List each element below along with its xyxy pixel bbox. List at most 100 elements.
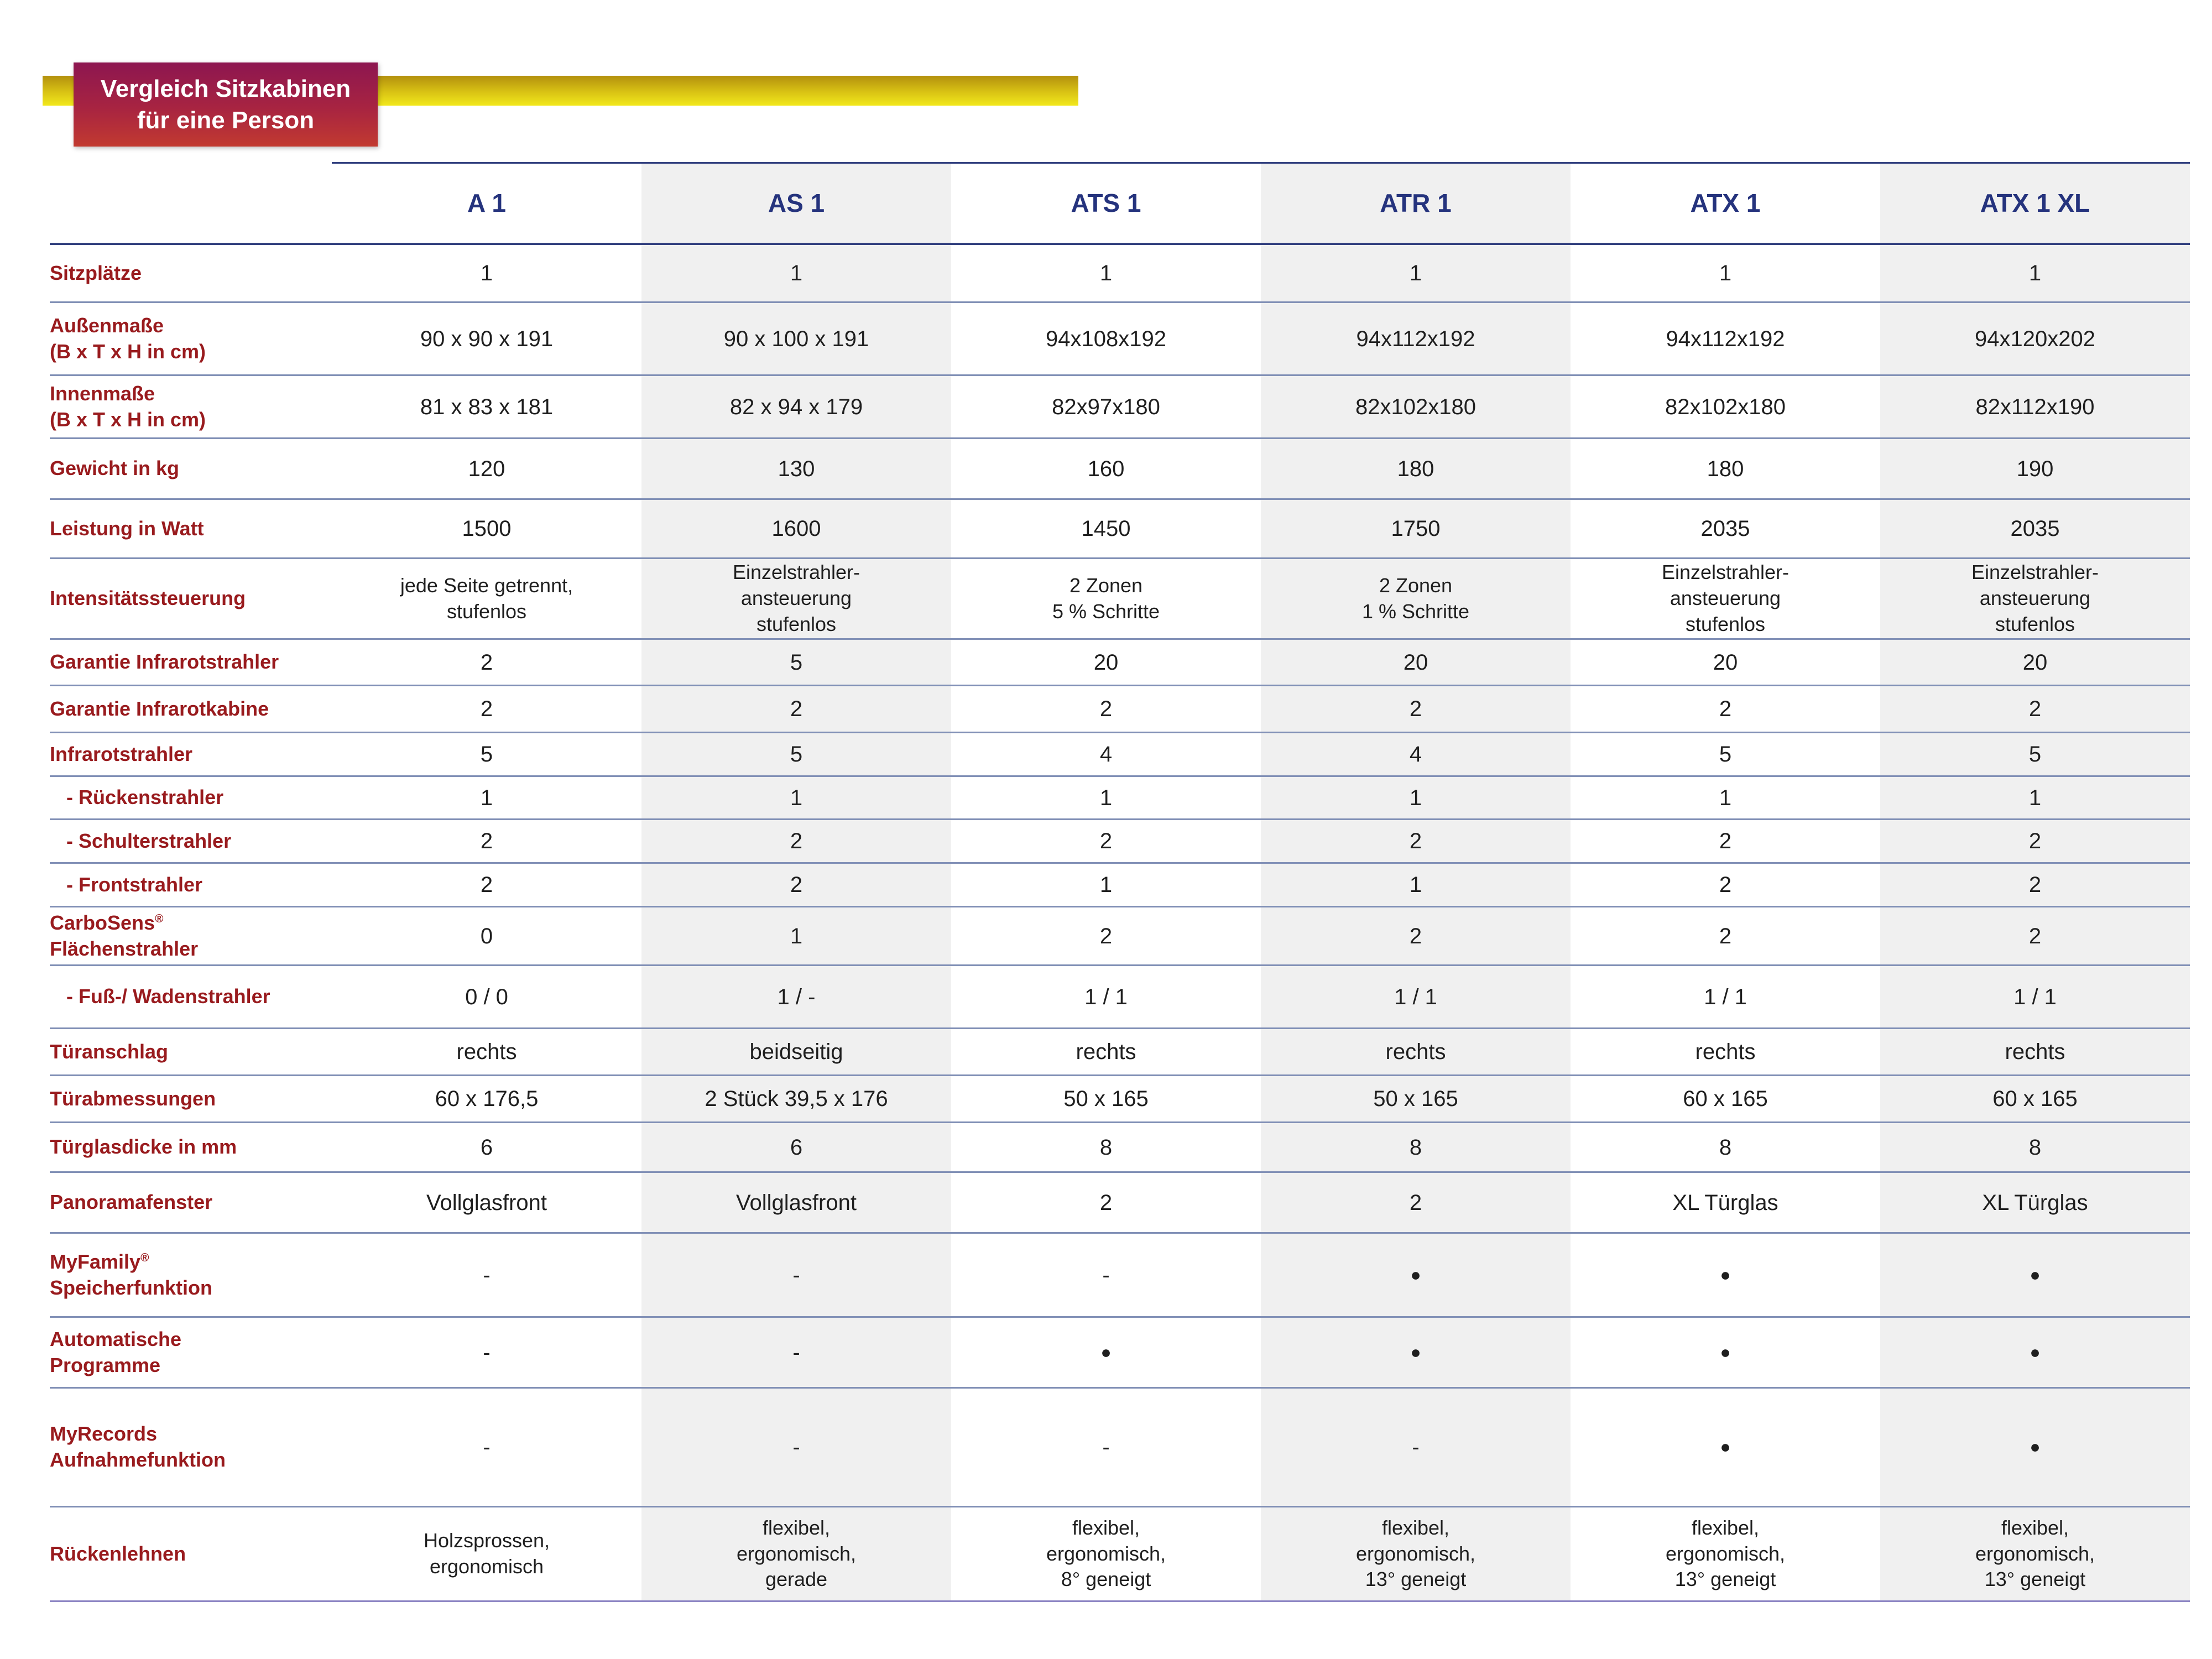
cell: 82 x 94 x 179 — [641, 376, 951, 439]
cell: 1 / - — [641, 966, 951, 1029]
cell: flexibel, ergonomisch, 8° geneigt — [951, 1507, 1261, 1602]
cell: Holzsprossen, ergonomisch — [332, 1507, 641, 1602]
cell: 1450 — [951, 500, 1261, 559]
page-title-line2: für eine Person — [137, 107, 315, 134]
cell: rechts — [332, 1029, 641, 1076]
cell: 2 — [641, 820, 951, 864]
cell: 90 x 100 x 191 — [641, 303, 951, 376]
cell: 1 — [641, 777, 951, 820]
cell: ● — [1261, 1234, 1571, 1318]
cell: 6 — [641, 1123, 951, 1173]
cell: flexibel, ergonomisch, gerade — [641, 1507, 951, 1602]
cell: 1 — [951, 245, 1261, 303]
cell: 1 — [332, 245, 641, 303]
cell: 82x112x190 — [1880, 376, 2190, 439]
row-label: Infrarotstrahler — [50, 733, 332, 777]
cell: 94x112x192 — [1261, 303, 1571, 376]
cell: 8 — [951, 1123, 1261, 1173]
cell: 82x102x180 — [1261, 376, 1571, 439]
cell: 50 x 165 — [1261, 1076, 1571, 1123]
cell: 60 x 165 — [1880, 1076, 2190, 1123]
column-header: ATX 1 — [1571, 162, 1880, 245]
cell: 2 — [951, 820, 1261, 864]
cell: 1 / 1 — [1880, 966, 2190, 1029]
cell: 2035 — [1571, 500, 1880, 559]
cell: 0 — [332, 907, 641, 966]
cell: ● — [1880, 1318, 2190, 1389]
page-title: Vergleich Sitzkabinen für eine Person — [74, 62, 378, 147]
cell: 2 — [1261, 686, 1571, 733]
cell: flexibel, ergonomisch, 13° geneigt — [1571, 1507, 1880, 1602]
cell: 0 / 0 — [332, 966, 641, 1029]
cell: 20 — [1261, 640, 1571, 686]
cell: 1 — [332, 777, 641, 820]
cell: - — [951, 1389, 1261, 1507]
column-header: ATS 1 — [951, 162, 1261, 245]
cell: jede Seite getrennt, stufenlos — [332, 559, 641, 640]
cell: 82x97x180 — [951, 376, 1261, 439]
row-label: Leistung in Watt — [50, 500, 332, 559]
cell: 2 Stück 39,5 x 176 — [641, 1076, 951, 1123]
cell: 20 — [1880, 640, 2190, 686]
cell: 1 — [641, 907, 951, 966]
cell: 2 — [1571, 686, 1880, 733]
cell: 1 — [641, 245, 951, 303]
cell: 81 x 83 x 181 — [332, 376, 641, 439]
row-label: - Schulterstrahler — [50, 820, 332, 864]
cell: 1750 — [1261, 500, 1571, 559]
cell: 2 — [1880, 864, 2190, 907]
cell: - — [641, 1389, 951, 1507]
cell: 8 — [1880, 1123, 2190, 1173]
cell: 2 — [641, 864, 951, 907]
cell: 8 — [1571, 1123, 1880, 1173]
cell: ● — [1571, 1318, 1880, 1389]
cell: ● — [1880, 1234, 2190, 1318]
cell: 1 — [1571, 777, 1880, 820]
row-label: Gewicht in kg — [50, 439, 332, 500]
row-label: Türabmessungen — [50, 1076, 332, 1123]
cell: 1 — [951, 864, 1261, 907]
cell: 2 — [1261, 1173, 1571, 1234]
cell: rechts — [1571, 1029, 1880, 1076]
row-label: Automatische Programme — [50, 1318, 332, 1389]
cell: 2 Zonen 5 % Schritte — [951, 559, 1261, 640]
cell: 1 — [1261, 777, 1571, 820]
cell: 50 x 165 — [951, 1076, 1261, 1123]
cell: 1 — [1261, 864, 1571, 907]
cell: 94x120x202 — [1880, 303, 2190, 376]
cell: 1 — [1880, 777, 2190, 820]
cell: flexibel, ergonomisch, 13° geneigt — [1880, 1507, 2190, 1602]
row-label: Garantie Infrarotkabine — [50, 686, 332, 733]
cell: - — [1261, 1389, 1571, 1507]
cell: XL Türglas — [1571, 1173, 1880, 1234]
cell: 4 — [951, 733, 1261, 777]
row-label: Rückenlehnen — [50, 1507, 332, 1602]
column-header: A 1 — [332, 162, 641, 245]
cell: 5 — [1880, 733, 2190, 777]
cell: - — [332, 1389, 641, 1507]
cell: 2 — [1261, 820, 1571, 864]
cell: 2 — [1571, 864, 1880, 907]
column-header: ATX 1 XL — [1880, 162, 2190, 245]
cell: 1500 — [332, 500, 641, 559]
cell: 60 x 165 — [1571, 1076, 1880, 1123]
cell: 2 — [332, 820, 641, 864]
cell: 60 x 176,5 — [332, 1076, 641, 1123]
cell: rechts — [1880, 1029, 2190, 1076]
cell: 120 — [332, 439, 641, 500]
cell: 1600 — [641, 500, 951, 559]
cell: flexibel, ergonomisch, 13° geneigt — [1261, 1507, 1571, 1602]
cell: ● — [1880, 1389, 2190, 1507]
row-label: Intensitätssteuerung — [50, 559, 332, 640]
cell: rechts — [951, 1029, 1261, 1076]
cell: rechts — [1261, 1029, 1571, 1076]
cell: 180 — [1571, 439, 1880, 500]
column-header: AS 1 — [641, 162, 951, 245]
cell: - — [332, 1234, 641, 1318]
cell: Vollglasfront — [641, 1173, 951, 1234]
cell: 1 — [1571, 245, 1880, 303]
cell: 20 — [951, 640, 1261, 686]
cell: 4 — [1261, 733, 1571, 777]
cell: 1 — [951, 777, 1261, 820]
cell: 2 — [1571, 820, 1880, 864]
